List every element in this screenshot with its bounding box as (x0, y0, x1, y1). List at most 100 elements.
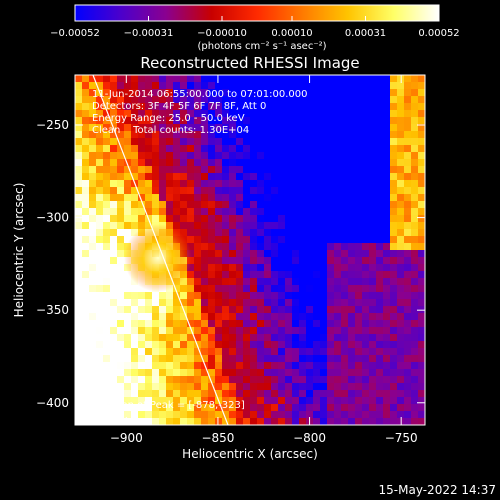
heatmap-cell (159, 152, 167, 160)
heatmap-cell (404, 82, 412, 90)
heatmap-cell (383, 341, 391, 349)
heatmap-cell (110, 201, 118, 209)
heatmap-cell (138, 341, 146, 349)
heatmap-cell (278, 404, 286, 412)
heatmap-cell (110, 404, 118, 412)
heatmap-cell (194, 201, 202, 209)
heatmap-cell (215, 110, 223, 118)
heatmap-cell (208, 180, 216, 188)
heatmap-cell (236, 404, 244, 412)
heatmap-cell (229, 173, 237, 181)
heatmap-cell (250, 138, 258, 146)
heatmap-cell (369, 222, 377, 230)
heatmap-cell (201, 89, 209, 97)
heatmap-cell (201, 264, 209, 272)
heatmap-cell (397, 96, 405, 104)
heatmap-cell (131, 348, 139, 356)
heatmap-cell (187, 117, 195, 125)
heatmap-cell (117, 82, 125, 90)
heatmap-cell (201, 96, 209, 104)
heatmap-cell (243, 243, 251, 251)
heatmap-cell (306, 334, 314, 342)
heatmap-cell (418, 208, 425, 216)
heatmap-cell (89, 250, 97, 258)
heatmap-cell (131, 152, 139, 160)
heatmap-cell (117, 362, 125, 370)
heatmap-cell (271, 411, 279, 419)
heatmap-cell (285, 292, 293, 300)
heatmap-cell (355, 299, 363, 307)
heatmap-cell (222, 362, 230, 370)
heatmap-cell (117, 215, 125, 223)
heatmap-cell (103, 362, 111, 370)
heatmap-cell (229, 222, 237, 230)
heatmap-cell (411, 397, 419, 405)
heatmap-cell (334, 166, 342, 174)
heatmap-cell (159, 194, 167, 202)
heatmap-cell (82, 180, 90, 188)
heatmap-cell (110, 96, 118, 104)
heatmap-cell (355, 369, 363, 377)
heatmap-cell (306, 390, 314, 398)
heatmap-cell (96, 271, 104, 279)
heatmap-cell (264, 250, 272, 258)
heatmap-cell (355, 264, 363, 272)
heatmap-cell (243, 215, 251, 223)
heatmap-cell (320, 159, 328, 167)
heatmap-cell (180, 131, 188, 139)
heatmap-cell (271, 159, 279, 167)
heatmap-cell (250, 222, 258, 230)
heatmap-cell (138, 348, 146, 356)
heatmap-cell (285, 278, 293, 286)
heatmap-cell (257, 145, 265, 153)
heatmap-cell (257, 96, 265, 104)
heatmap-cell (208, 271, 216, 279)
heatmap-cell (418, 110, 425, 118)
heatmap-cell (292, 243, 300, 251)
heatmap-cell (173, 418, 181, 425)
heatmap-cell (166, 187, 174, 195)
heatmap-cell (362, 341, 370, 349)
heatmap-cell (404, 355, 412, 363)
heatmap-cell (187, 82, 195, 90)
heatmap-cell (117, 250, 125, 258)
heatmap-cell (397, 173, 405, 181)
heatmap-cell (82, 264, 90, 272)
heatmap-cell (292, 313, 300, 321)
heatmap-cell (124, 222, 132, 230)
heatmap-cell (299, 159, 307, 167)
heatmap-cell (348, 201, 356, 209)
heatmap-cell (376, 229, 384, 237)
heatmap-cell (383, 201, 391, 209)
heatmap-cell (201, 201, 209, 209)
heatmap-cell (383, 250, 391, 258)
heatmap-cell (327, 145, 335, 153)
heatmap-cell (208, 397, 216, 405)
heatmap-cell (313, 89, 321, 97)
heatmap-cell (229, 250, 237, 258)
heatmap-cell (369, 215, 377, 223)
heatmap-cell (82, 376, 90, 384)
heatmap-cell (96, 292, 104, 300)
heatmap-cell (418, 103, 425, 111)
heatmap-cell (215, 341, 223, 349)
heatmap-cell (264, 264, 272, 272)
heatmap-cell (152, 348, 160, 356)
heatmap-cell (187, 75, 195, 83)
heatmap-cell (334, 306, 342, 314)
heatmap-cell (278, 299, 286, 307)
heatmap-cell (131, 376, 139, 384)
heatmap-cell (264, 348, 272, 356)
heatmap-cell (96, 264, 104, 272)
heatmap-cell (306, 313, 314, 321)
heatmap-cell (299, 208, 307, 216)
heatmap-cell (159, 110, 167, 118)
heatmap-cell (117, 306, 125, 314)
heatmap-cell (208, 278, 216, 286)
heatmap-cell (292, 257, 300, 265)
heatmap-cell (362, 327, 370, 335)
heatmap-cell (404, 173, 412, 181)
heatmap-cell (173, 82, 181, 90)
heatmap-cell (313, 285, 321, 293)
heatmap-cell (369, 208, 377, 216)
